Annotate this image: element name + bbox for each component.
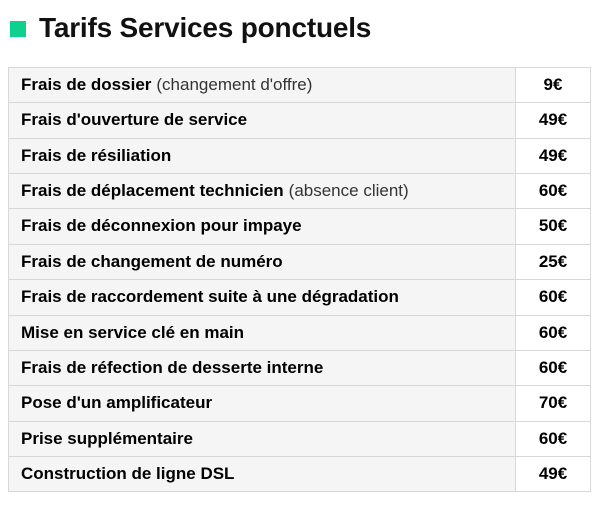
service-label: Frais d'ouverture de service <box>21 110 248 130</box>
service-note: (absence client) <box>288 180 409 200</box>
table-row: Frais de déplacement technicien (absence … <box>8 172 591 210</box>
service-label-cell: Frais de changement de numéro <box>8 243 516 281</box>
table-row: Frais de dossier (changement d'offre) 9€ <box>8 66 591 104</box>
tariff-table-body: Frais de dossier (changement d'offre) 9€ … <box>8 66 591 493</box>
service-price: 49€ <box>515 137 591 174</box>
service-price: 60€ <box>515 314 591 351</box>
service-price: 25€ <box>515 243 591 281</box>
service-price: 60€ <box>515 420 591 458</box>
service-label-cell: Frais d'ouverture de service <box>8 102 516 139</box>
service-label-cell: Mise en service clé en main <box>8 314 516 351</box>
title-bullet-icon <box>10 21 26 38</box>
service-label: Construction de ligne DSL <box>21 464 235 484</box>
table-row: Construction de ligne DSL 49€ <box>8 456 591 493</box>
service-price: 60€ <box>515 172 591 210</box>
service-label: Frais de changement de numéro <box>21 251 283 271</box>
service-label: Frais de déplacement technicien <box>21 180 284 200</box>
table-row: Frais de déconnexion pour impaye 50€ <box>8 208 591 245</box>
service-label: Frais de déconnexion pour impaye <box>21 216 302 236</box>
tariff-table: Frais de dossier (changement d'offre) 9€ … <box>8 66 591 493</box>
service-label: Prise supplémentaire <box>21 428 193 448</box>
service-label-cell: Construction de ligne DSL <box>8 456 516 493</box>
service-label-cell: Frais de résiliation <box>8 137 516 174</box>
service-price: 60€ <box>515 279 591 316</box>
table-row: Frais de réfection de desserte interne 6… <box>8 349 591 387</box>
service-price: 50€ <box>515 208 591 245</box>
table-row: Mise en service clé en main 60€ <box>8 314 591 351</box>
service-label-cell: Pose d'un amplificateur <box>8 385 516 422</box>
table-row: Frais de raccordement suite à une dégrad… <box>8 279 591 316</box>
page-title: Tarifs Services ponctuels <box>39 12 372 43</box>
table-row: Prise supplémentaire 60€ <box>8 420 591 458</box>
service-note: (changement d'offre) <box>156 74 313 94</box>
service-label-cell: Frais de réfection de desserte interne <box>8 349 516 387</box>
service-price: 49€ <box>515 456 591 493</box>
service-label: Pose d'un amplificateur <box>21 393 213 413</box>
service-label: Frais de dossier <box>21 74 152 94</box>
table-row: Frais de résiliation 49€ <box>8 137 591 174</box>
service-label: Frais de résiliation <box>21 145 172 165</box>
service-price: 49€ <box>515 102 591 139</box>
service-label-cell: Prise supplémentaire <box>8 420 516 458</box>
table-row: Frais de changement de numéro 25€ <box>8 243 591 281</box>
service-label: Mise en service clé en main <box>21 322 245 342</box>
service-price: 70€ <box>515 385 591 422</box>
table-row: Pose d'un amplificateur 70€ <box>8 385 591 422</box>
service-label: Frais de réfection de desserte interne <box>21 357 324 377</box>
service-label-cell: Frais de déconnexion pour impaye <box>8 208 516 245</box>
service-price: 60€ <box>515 349 591 387</box>
service-label: Frais de raccordement suite à une dégrad… <box>21 287 399 307</box>
service-price: 9€ <box>515 66 591 104</box>
table-row: Frais d'ouverture de service 49€ <box>8 102 591 139</box>
service-label-cell: Frais de dossier (changement d'offre) <box>8 66 516 104</box>
page-header: Tarifs Services ponctuels <box>0 0 600 44</box>
service-label-cell: Frais de raccordement suite à une dégrad… <box>8 279 516 316</box>
service-label-cell: Frais de déplacement technicien (absence … <box>8 172 516 210</box>
